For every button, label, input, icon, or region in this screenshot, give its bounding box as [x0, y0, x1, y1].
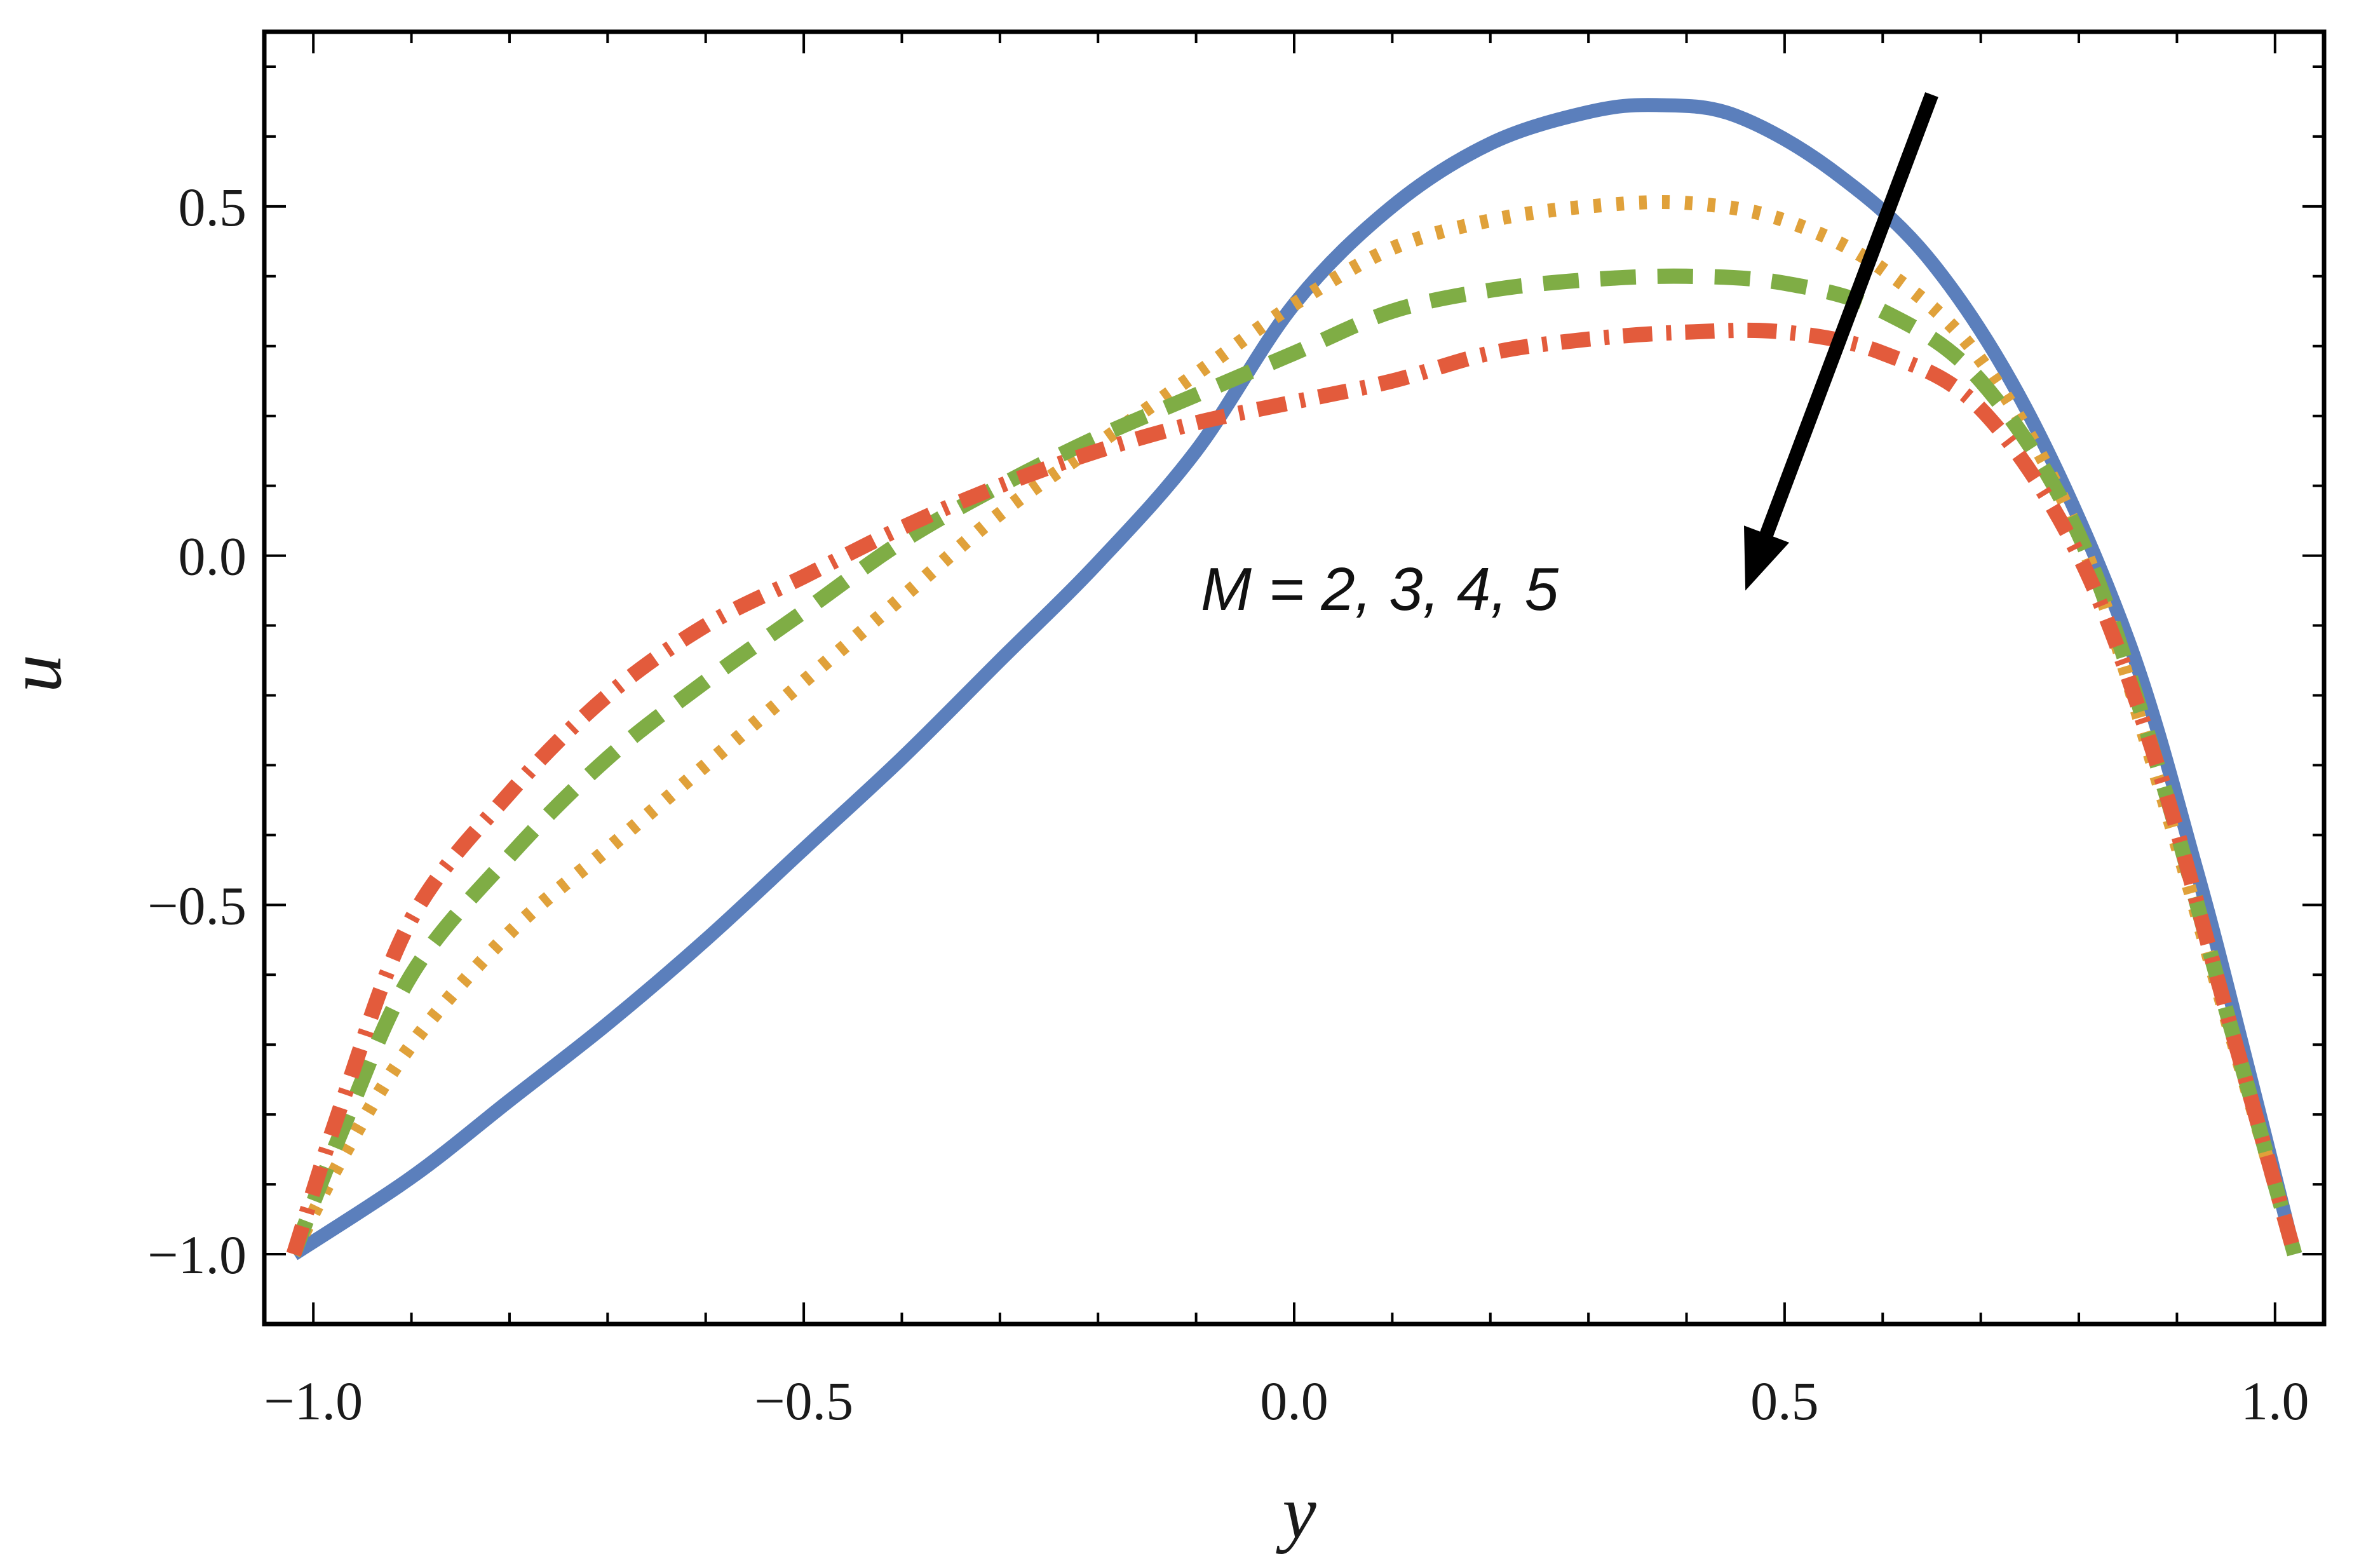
y-tick-label: 0.5: [179, 177, 247, 238]
plot-frame: [262, 29, 2327, 1327]
annotation-arrow-shaft: [1759, 92, 1938, 539]
series-line-m4: [287, 268, 2302, 1257]
x-tick-label: 0.0: [1260, 1370, 1328, 1431]
y-tick-label: −1.0: [147, 1224, 247, 1285]
y-tick-labels: −1.0 −0.5 0.0 0.5: [147, 177, 247, 1285]
y-tick-label: 0.0: [179, 526, 247, 587]
annotation: M = 2, 3, 4, 5: [1201, 92, 1938, 623]
x-axis-title: y: [1275, 1470, 1316, 1554]
x-tick-label: 0.5: [1750, 1370, 1819, 1431]
series-layer: [286, 98, 2302, 1260]
series-line-m5: [286, 322, 2302, 1257]
annotation-arrow-head: [1743, 525, 1790, 591]
x-tick-labels: −1.0 −0.5 0.0 0.5 1.0: [264, 1370, 2309, 1431]
x-tick-label: −0.5: [754, 1370, 853, 1431]
series-line-m2: [290, 98, 2302, 1260]
y-axis-title: u: [0, 654, 77, 693]
ticks-layer: [264, 32, 2324, 1325]
x-tick-label: −1.0: [264, 1370, 363, 1431]
y-tick-label: −0.5: [147, 875, 247, 936]
x-tick-label: 1.0: [2241, 1370, 2309, 1431]
annotation-label: M = 2, 3, 4, 5: [1201, 555, 1559, 623]
